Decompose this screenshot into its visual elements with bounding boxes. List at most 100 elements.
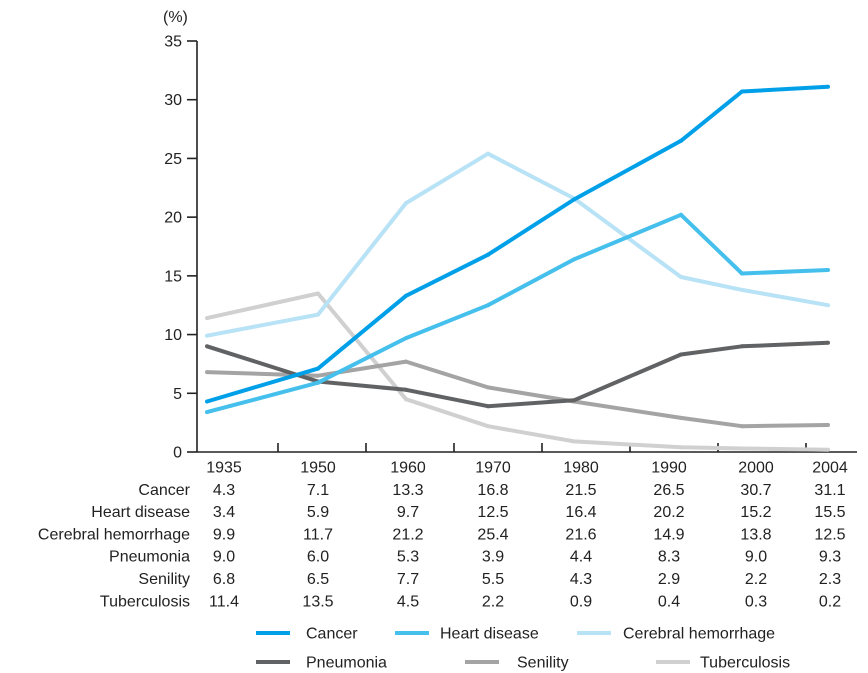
table-cell: 12.5 xyxy=(814,526,845,543)
category-label: 2004 xyxy=(812,460,848,477)
data-point-senility xyxy=(316,373,320,378)
table-cell: 9.9 xyxy=(213,526,235,543)
table-row-heart-disease: Heart disease 3.4 5.9 9.7 12.5 16.4 20.2 15.2 15… xyxy=(91,504,845,521)
data-point-tuberculosis xyxy=(205,316,209,321)
data-point-pneumonia xyxy=(826,340,830,345)
data-point-senility xyxy=(486,385,490,390)
table-row-label: Heart disease xyxy=(91,504,190,521)
table-cell: 8.3 xyxy=(658,549,680,566)
table-cell: 12.5 xyxy=(477,504,508,521)
category-label: 1960 xyxy=(390,460,426,477)
data-point-pneumonia xyxy=(679,352,683,357)
data-point-pneumonia xyxy=(486,404,490,409)
data-point-heart-disease xyxy=(572,257,576,262)
data-point-senility xyxy=(826,423,830,427)
data-point-heart-disease xyxy=(679,212,683,217)
data-point-tuberculosis xyxy=(316,291,320,296)
data-point-cancer xyxy=(826,84,830,89)
category-label: 1990 xyxy=(651,460,687,477)
data-point-cancer xyxy=(205,399,209,404)
table-cell: 2.9 xyxy=(658,571,680,588)
data-point-tuberculosis xyxy=(826,447,830,452)
data-point-cerebral-hemorrhage xyxy=(404,201,408,206)
y-tick-label: 10 xyxy=(164,327,182,344)
data-point-tuberculosis xyxy=(740,446,744,451)
data-point-pneumonia xyxy=(205,344,209,349)
table-cell: 3.4 xyxy=(213,504,235,521)
table-cell: 9.0 xyxy=(213,549,235,566)
table-cell: 0.3 xyxy=(745,593,767,610)
table-cell: 4.5 xyxy=(397,593,419,610)
table-row-label: Cerebral hemorrhage xyxy=(38,526,190,543)
table-cell: 13.8 xyxy=(740,526,771,543)
table-cell: 4.3 xyxy=(570,571,592,588)
data-point-heart-disease xyxy=(205,410,209,415)
y-tick-label: 25 xyxy=(164,151,182,168)
table-cell: 15.2 xyxy=(740,504,771,521)
axes: 0 5 10 15 20 25 30 35 xyxy=(164,34,857,462)
series-pneumonia xyxy=(205,340,830,409)
data-point-senility xyxy=(205,370,209,375)
table-cell: 6.0 xyxy=(307,549,329,566)
table-cell: 30.7 xyxy=(740,482,771,499)
legend-item-heart-disease: Heart disease xyxy=(395,626,539,643)
series-tuberculosis xyxy=(205,291,830,452)
series-line-tuberculosis xyxy=(206,291,829,452)
table-cell: 11.4 xyxy=(209,593,239,610)
data-point-senility xyxy=(404,359,408,364)
table-cell: 5.5 xyxy=(482,571,504,588)
data-point-senility xyxy=(679,415,683,420)
table-cell: 2.2 xyxy=(745,571,767,588)
legend-item-pneumonia: Pneumonia xyxy=(256,655,387,672)
data-point-pneumonia xyxy=(404,387,408,392)
y-tick-label: 15 xyxy=(164,268,182,285)
table-row-cerebral-hemorrhage: Cerebral hemorrhage 9.9 11.7 21.2 25.4 21.6 14… xyxy=(38,526,846,543)
table-cell: 5.9 xyxy=(307,504,329,521)
legend-label: Tuberculosis xyxy=(700,655,790,672)
table-cell: 6.8 xyxy=(213,571,235,588)
table-cell: 0.9 xyxy=(570,593,592,610)
category-label: 1970 xyxy=(475,460,511,477)
table-cell: 21.2 xyxy=(392,526,423,543)
data-point-cancer xyxy=(486,252,490,257)
table-cell: 14.9 xyxy=(653,526,684,543)
table-cell: 5.3 xyxy=(397,549,419,566)
data-point-cerebral-hemorrhage xyxy=(740,287,744,292)
table-row-tuberculosis: Tuberculosis 11.4 13.5 4.5 2.2 0.9 0.4 0.3 0.2 xyxy=(100,593,841,610)
table-cell: 16.8 xyxy=(477,482,508,499)
table-cell: 6.5 xyxy=(307,571,329,588)
table-cell: 9.0 xyxy=(745,549,767,566)
data-point-tuberculosis xyxy=(486,424,490,429)
table-cell: 4.4 xyxy=(570,549,592,566)
category-label: 1935 xyxy=(206,460,242,477)
legend-item-cancer: Cancer xyxy=(256,626,358,643)
data-point-heart-disease xyxy=(404,336,408,341)
data-point-cancer xyxy=(316,366,320,371)
table-cell: 31.1 xyxy=(814,482,845,499)
legend-label: Senility xyxy=(517,655,569,672)
y-tick-label: 35 xyxy=(164,34,182,51)
category-label: 2000 xyxy=(738,460,774,477)
data-point-cerebral-hemorrhage xyxy=(679,275,683,279)
table-row-label: Cancer xyxy=(138,482,190,499)
series-cerebral-hemorrhage xyxy=(205,151,830,338)
table-row-pneumonia: Pneumonia 9.0 6.0 5.3 3.9 4.4 8.3 9.0 9.3 xyxy=(109,549,841,566)
data-point-cancer xyxy=(679,138,683,143)
table-cell: 15.5 xyxy=(814,504,845,521)
data-table: 1935 1950 1960 1970 1980 1990 2000 2004 Cancer 4.… xyxy=(38,460,848,611)
legend-label: Heart disease xyxy=(440,626,539,643)
data-point-cerebral-hemorrhage xyxy=(316,312,320,317)
legend-item-cerebral-hemorrhage: Cerebral hemorrhage xyxy=(577,626,775,643)
table-cell: 3.9 xyxy=(482,549,504,566)
table-header-row: 1935 1950 1960 1970 1980 1990 2000 2004 xyxy=(206,460,848,477)
data-point-pneumonia xyxy=(740,344,744,349)
legend-label: Cancer xyxy=(306,626,358,643)
series-line-senility xyxy=(206,359,829,429)
series-cancer xyxy=(205,84,830,404)
category-label: 1980 xyxy=(563,460,599,477)
category-label: 1950 xyxy=(300,460,336,477)
data-point-cerebral-hemorrhage xyxy=(826,303,830,308)
table-cell: 13.3 xyxy=(392,482,423,499)
